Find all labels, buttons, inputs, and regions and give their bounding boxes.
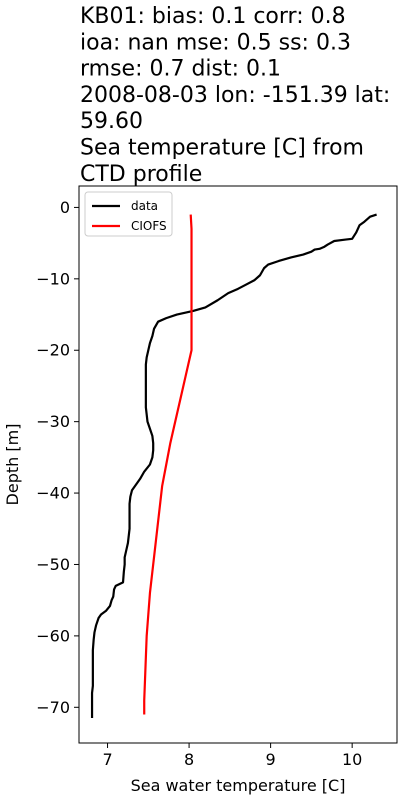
y-axis-ticks: 0 −10 −20 −30 −40 −50 −60 −70 — [36, 198, 79, 717]
title-line-7: CTD profile — [80, 162, 202, 187]
legend: data CIOFS — [84, 191, 173, 237]
axes-frame — [78, 185, 398, 744]
title-line-6: Sea temperature [C] from — [80, 136, 364, 161]
x-axis-label: Sea water temperature [C] — [131, 776, 346, 795]
x-tick-label: 9 — [266, 750, 276, 769]
x-axis-ticks: 7 8 9 10 — [102, 743, 362, 769]
plot-area: 7 8 9 10 0 −10 −20 −30 −40 −50 −60 −70 data CIOFS — [36, 185, 398, 769]
y-tick-label: −70 — [36, 698, 70, 717]
x-tick-label: 10 — [342, 750, 362, 769]
y-tick-label: −40 — [36, 484, 70, 503]
title-line-4: 2008-08-03 lon: -151.39 lat: — [80, 83, 390, 108]
y-tick-label: −60 — [36, 626, 70, 645]
y-tick-label: −50 — [36, 555, 70, 574]
series-line-data — [90, 213, 377, 719]
y-tick-label: 0 — [60, 198, 70, 217]
title-line-5: 59.60 — [80, 109, 143, 134]
legend-label-data: data — [131, 199, 158, 213]
title-line-2: ioa: nan mse: 0.5 ss: 0.3 — [80, 30, 351, 55]
y-tick-label: −30 — [36, 412, 70, 431]
series-line-ciofs — [143, 214, 193, 715]
y-axis-label: Depth [m] — [3, 424, 22, 506]
legend-label-ciofs: CIOFS — [131, 219, 167, 233]
y-tick-label: −20 — [36, 341, 70, 360]
x-tick-label: 8 — [184, 750, 194, 769]
title-line-3: rmse: 0.7 dist: 0.1 — [80, 57, 281, 82]
x-tick-label: 7 — [102, 750, 112, 769]
series-group — [90, 213, 377, 719]
title-line-1: KB01: bias: 0.1 corr: 0.8 — [80, 4, 346, 29]
y-tick-label: −10 — [36, 269, 70, 288]
